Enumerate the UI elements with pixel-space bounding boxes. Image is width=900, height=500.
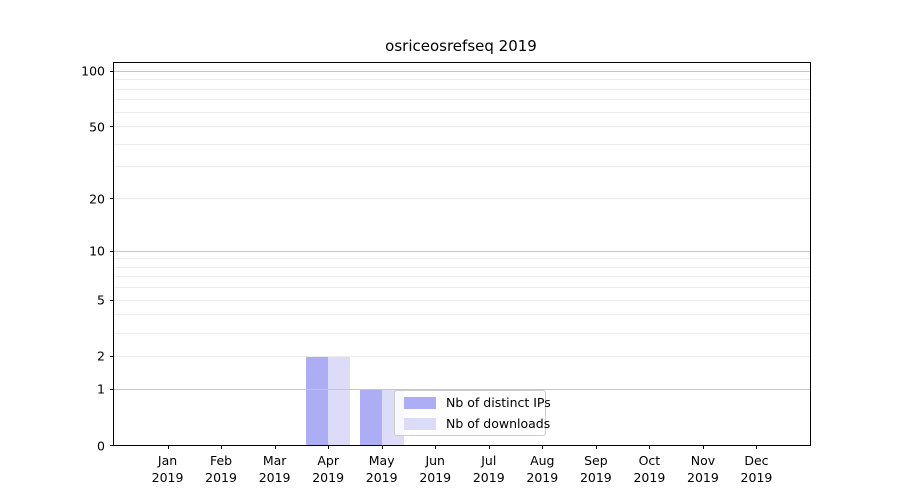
gridline-minor	[114, 88, 810, 90]
x-tick-label-month: Jun	[425, 453, 445, 468]
x-tick	[221, 445, 223, 449]
x-tick-label-year: 2019	[151, 470, 184, 485]
x-tick-label-month: Mar	[262, 453, 287, 468]
gridline-minor	[114, 99, 810, 101]
x-tick-label-month: Oct	[638, 453, 661, 468]
x-tick-label-month: Sep	[584, 453, 608, 468]
plot-area: 0 1 2 5 10 20 50 100 Jan 2019 Feb 2019 Mar 2019 Apr 201…	[81, 62, 811, 485]
x-tick-label: Oct 2019	[633, 452, 665, 486]
y-tick	[110, 250, 114, 252]
x-tick-label-month: Dec	[744, 453, 769, 468]
x-tick-label-month: May	[368, 453, 395, 468]
y-tick-label: 100	[81, 63, 105, 79]
y-tick	[110, 198, 114, 200]
x-tick	[328, 445, 330, 449]
x-tick-label: Jan 2019	[152, 452, 184, 486]
legend-item-distinct-ips: Nb of distinct IPs	[404, 395, 551, 410]
x-tick	[274, 445, 276, 449]
y-tick	[110, 355, 114, 357]
y-tick-label: 2	[97, 348, 105, 364]
x-tick-label-month: Aug	[530, 453, 555, 468]
grid-layer	[114, 63, 810, 445]
y-tick	[110, 445, 114, 446]
x-tick-label-year: 2019	[205, 470, 237, 485]
gridline-major	[114, 250, 810, 252]
x-tick-label-month: Apr	[317, 453, 339, 468]
y-tick	[110, 126, 114, 128]
gridline-minor	[114, 287, 810, 289]
x-tick-label-year: 2019	[526, 470, 559, 485]
x-tick-label-year: 2019	[312, 470, 345, 485]
gridline-minor	[114, 258, 810, 260]
y-tick-label: 50	[89, 119, 105, 135]
x-tick-label-year: 2019	[633, 470, 666, 485]
x-tick	[756, 445, 758, 449]
legend: Nb of distinct IPs Nb of downloads	[394, 390, 551, 436]
x-tick-label: Apr 2019	[312, 452, 344, 486]
x-tick-label: Sep 2019	[580, 452, 612, 486]
legend-swatch-downloads	[404, 417, 436, 430]
y-tick-label: 10	[89, 243, 105, 259]
bars-layer	[114, 63, 810, 445]
gridline-minor	[114, 198, 810, 200]
gridline-minor	[114, 266, 810, 268]
x-tick-label: Jun 2019	[419, 452, 451, 486]
y-tick	[110, 299, 114, 301]
x-tick-label-month: Nov	[690, 453, 716, 468]
gridline-minor	[114, 126, 810, 128]
x-tick-label-month: Jan	[157, 453, 178, 468]
axis-layer: 0 1 2 5 10 20 50 100 Jan 2019 Feb 2019 Mar 2019 Apr 201…	[81, 63, 810, 485]
legend-label-downloads: Nb of downloads	[446, 416, 551, 431]
x-tick-label-year: 2019	[687, 470, 719, 485]
gridline-minor	[114, 355, 810, 357]
gridline-major	[114, 70, 810, 72]
gridline-minor	[114, 276, 810, 278]
gridline-minor	[114, 143, 810, 145]
gridline-minor	[114, 79, 810, 81]
x-tick-label-year: 2019	[258, 470, 291, 485]
y-tick	[110, 388, 114, 390]
x-tick-label-year: 2019	[365, 470, 398, 485]
legend-swatch-distinct-ips	[404, 396, 436, 409]
gridline-minor	[114, 332, 810, 334]
bar-downloads	[328, 355, 351, 445]
bar-distinct-ips	[306, 355, 329, 445]
x-tick	[595, 445, 597, 449]
x-tick	[542, 445, 544, 449]
x-tick-label-year: 2019	[472, 470, 505, 485]
x-tick-label-year: 2019	[579, 470, 612, 485]
x-tick-label-month: Jul	[481, 453, 497, 468]
legend-label-distinct-ips: Nb of distinct IPs	[446, 395, 551, 410]
y-tick-label: 0	[97, 438, 105, 453]
x-tick-label-year: 2019	[740, 470, 773, 485]
y-tick	[110, 70, 114, 72]
y-tick-label: 20	[89, 191, 105, 207]
x-tick-label: Dec 2019	[741, 452, 773, 486]
y-tick-label: 1	[97, 381, 105, 397]
x-tick	[167, 445, 169, 449]
chart-title: osriceosrefseq 2019	[385, 37, 537, 55]
x-tick	[435, 445, 437, 449]
gridline-minor	[114, 111, 810, 113]
gridline-minor	[114, 166, 810, 168]
x-tick-label: Nov 2019	[687, 452, 719, 486]
gridline-minor	[114, 314, 810, 316]
legend-item-downloads: Nb of downloads	[404, 416, 550, 431]
x-tick-label: May 2019	[366, 452, 398, 486]
x-tick-label: Feb 2019	[205, 452, 237, 486]
gridline-minor	[114, 299, 810, 301]
x-tick	[488, 445, 490, 449]
x-tick	[649, 445, 651, 449]
bar-distinct-ips	[359, 388, 382, 445]
x-tick-label-month: Feb	[209, 453, 233, 468]
gridline-major	[114, 388, 810, 390]
y-tick-label: 5	[97, 292, 105, 308]
x-tick	[702, 445, 704, 449]
x-tick	[381, 445, 383, 449]
x-tick-label: Mar 2019	[259, 452, 291, 486]
x-tick-label: Aug 2019	[526, 452, 558, 486]
x-tick-label: Jul 2019	[473, 452, 505, 486]
x-tick-label-year: 2019	[419, 470, 452, 485]
